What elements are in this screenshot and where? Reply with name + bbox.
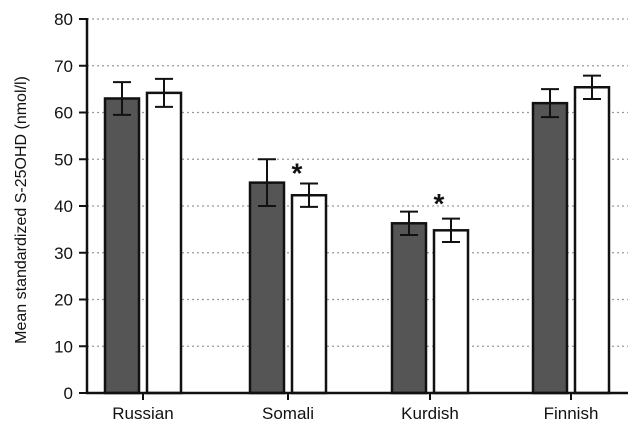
significance-marker: * [434,188,445,219]
y-tick-label: 10 [54,337,73,356]
y-tick-label: 30 [54,244,73,263]
axes [79,18,628,400]
y-tick-label: 40 [54,197,73,216]
x-tick-label: Somali [262,404,314,423]
y-tick-label: 60 [54,104,73,123]
y-tick-label: 80 [54,10,73,29]
bar [390,222,428,395]
labels: 0 10 20 30 40 50 60 70 80 Russian Somali Kurdish Fin… [54,10,598,423]
bar [145,91,183,395]
y-tick-label: 0 [64,384,73,403]
y-tick-label: 70 [54,57,73,76]
x-tick-label: Kurdish [401,404,459,423]
bar [290,193,328,395]
significance-marker: * [292,158,303,189]
x-tick-label: Finnish [544,404,599,423]
x-tick-label: Russian [112,404,173,423]
y-tick-label: 50 [54,150,73,169]
bars [103,74,611,395]
bar [531,101,569,395]
bar [248,181,286,395]
bar [103,97,141,395]
y-tick-label: 20 [54,291,73,310]
y-axis-title: Mean standardized S-25OHD (nmol/l) [13,76,30,344]
bar [432,229,470,395]
bar [573,86,611,395]
